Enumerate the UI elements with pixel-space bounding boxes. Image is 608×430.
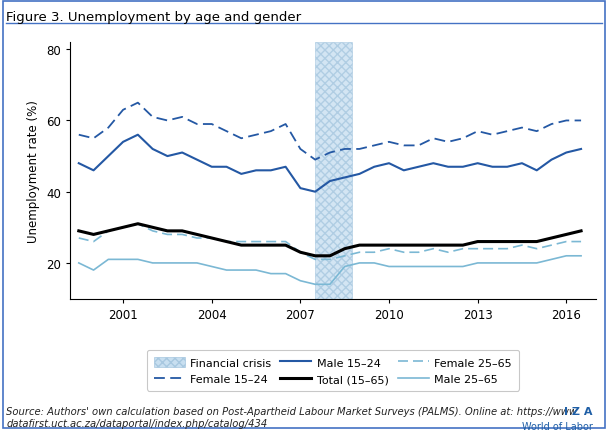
Text: I Z A: I Z A	[564, 406, 593, 416]
Text: Figure 3. Unemployment by age and gender: Figure 3. Unemployment by age and gender	[6, 11, 301, 24]
Text: World of Labor: World of Labor	[522, 421, 593, 430]
Legend: Financial crisis, Female 15–24, Male 15–24, Total (15–65), Female 25–65, Male 25: Financial crisis, Female 15–24, Male 15–…	[147, 350, 519, 391]
Bar	[315, 43, 352, 299]
Text: datafirst.uct.ac.za/dataportal/index.php/catalog/434: datafirst.uct.ac.za/dataportal/index.php…	[6, 418, 268, 428]
Y-axis label: Unemployment rate (%): Unemployment rate (%)	[27, 100, 41, 242]
Text: Source: Authors' own calculation based on Post-Apartheid Labour Market Surveys (: Source: Authors' own calculation based o…	[6, 406, 579, 416]
